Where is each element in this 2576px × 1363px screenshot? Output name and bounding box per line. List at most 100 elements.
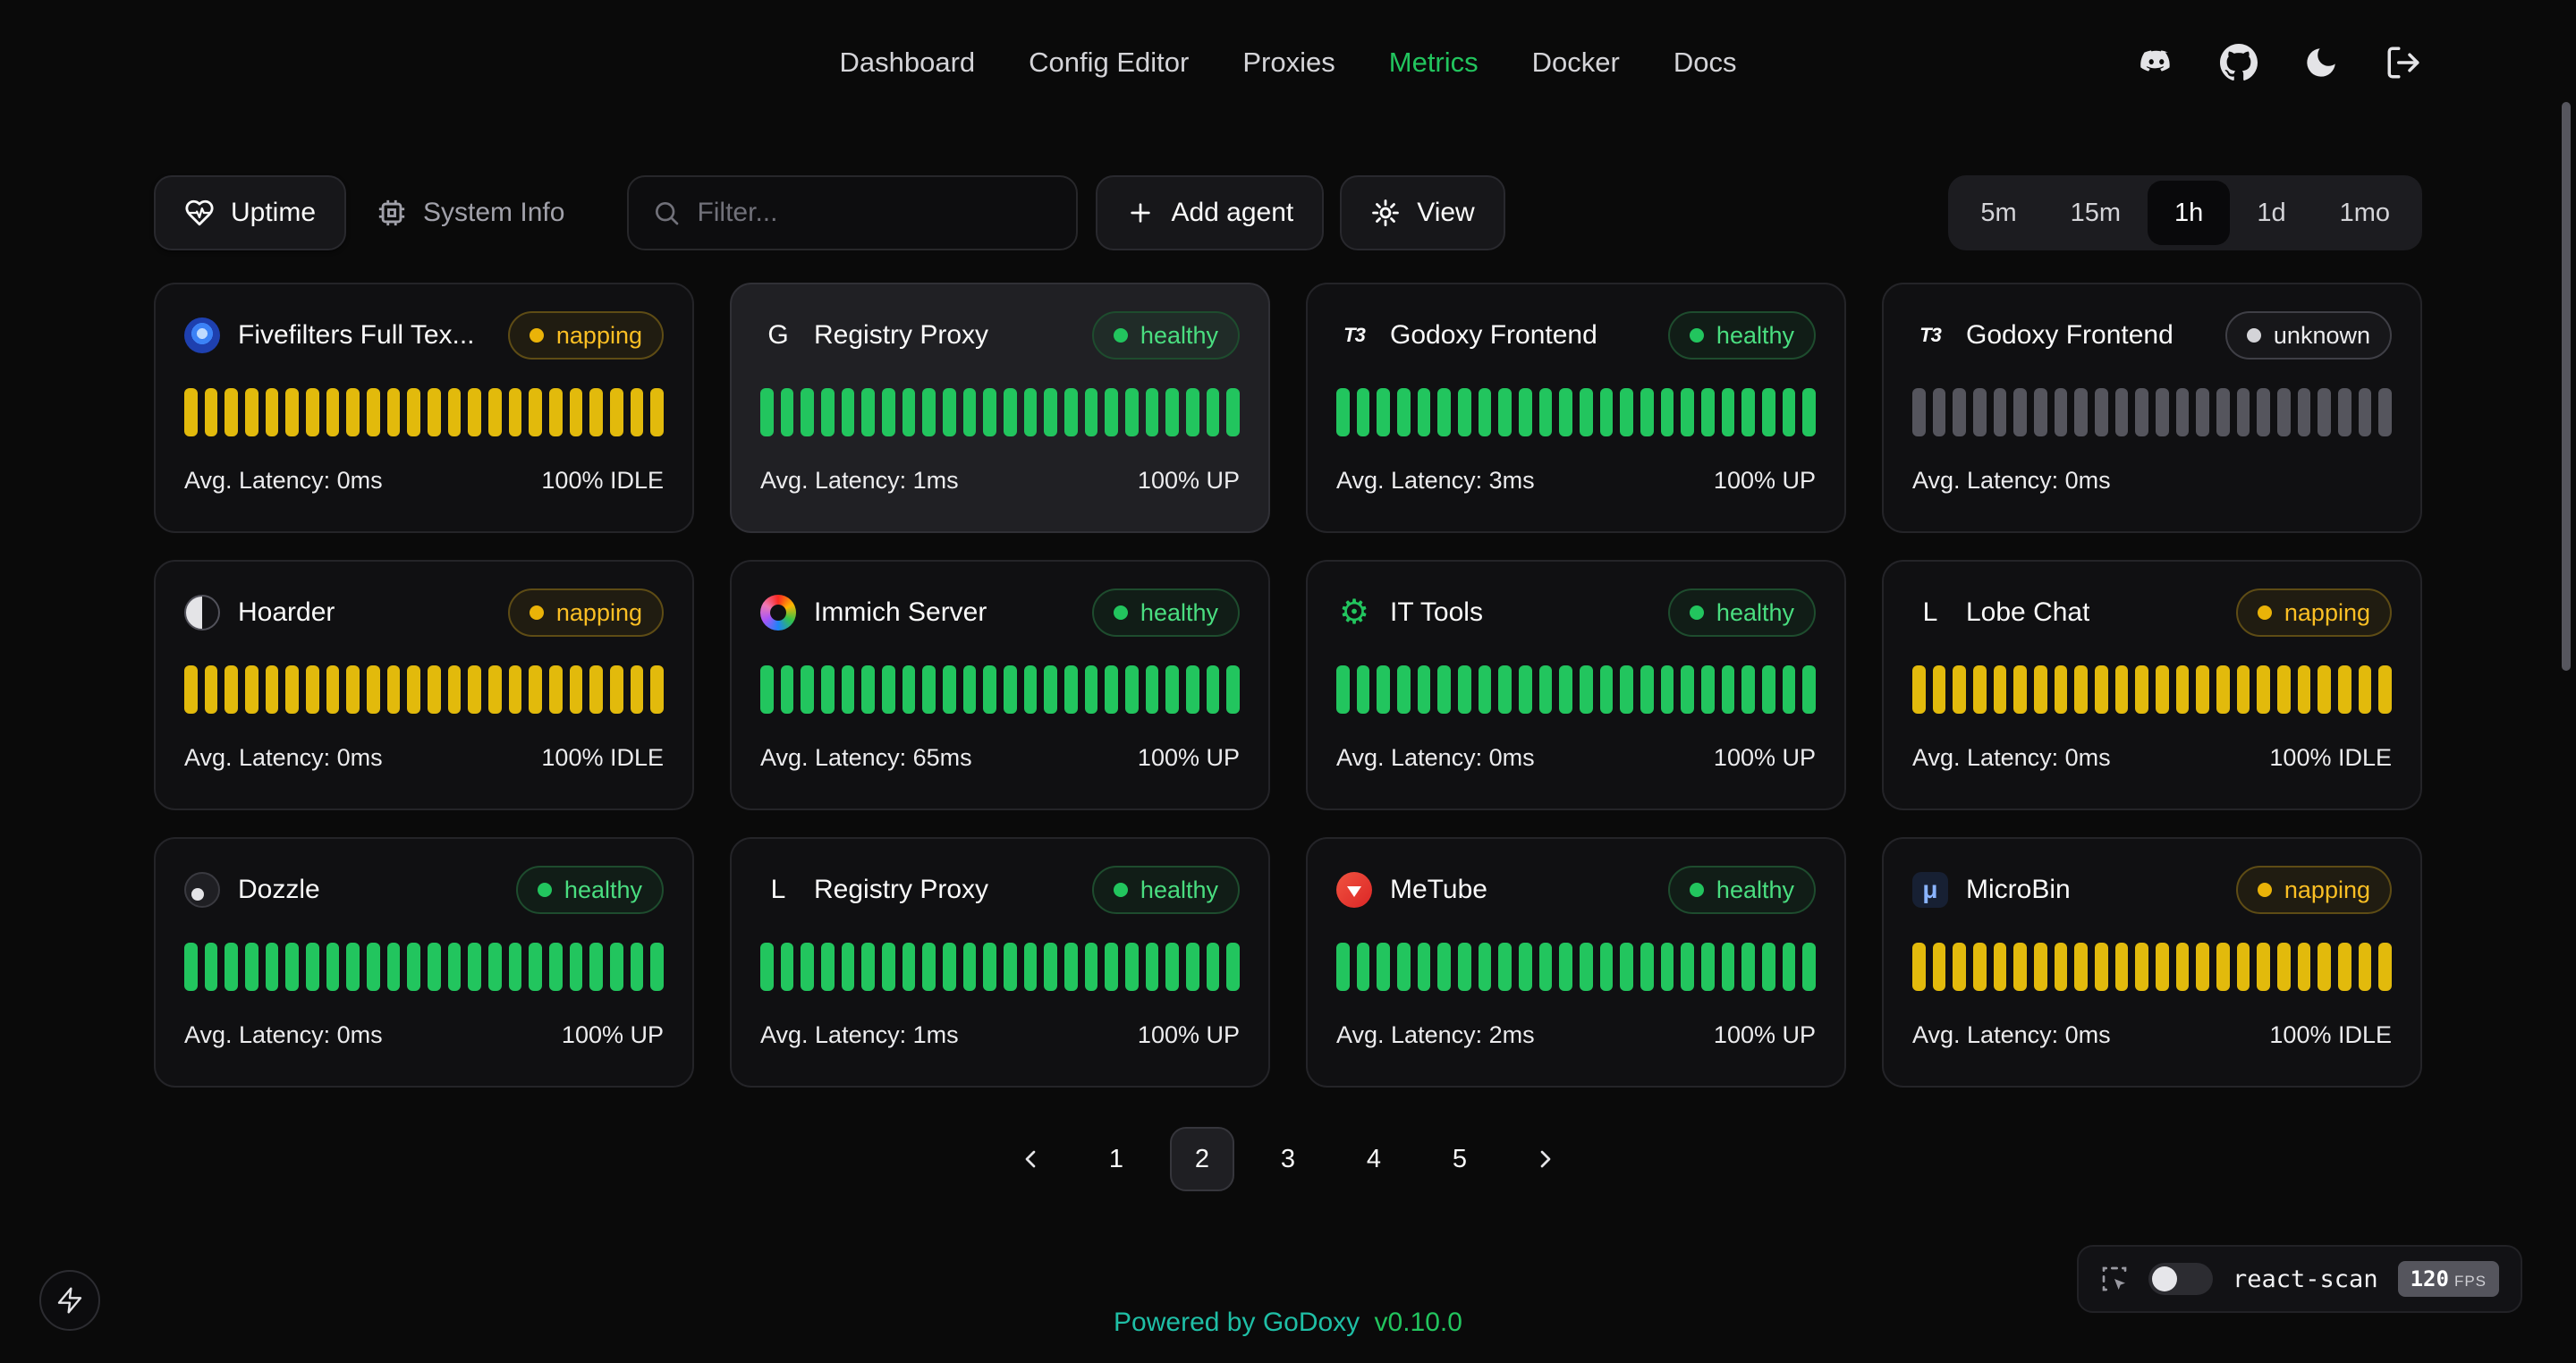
uptime-bar: [346, 665, 360, 714]
uptime-bar: [428, 388, 441, 436]
service-name: MicroBin: [1966, 875, 2071, 904]
uptime-bar: [428, 665, 441, 714]
service-card[interactable]: G Registry Proxy healthy Avg. Latency: 1…: [730, 283, 1270, 533]
uptime-bars: [184, 943, 665, 991]
react-scan-toggle[interactable]: [2148, 1263, 2214, 1295]
uptime-bar: [1458, 943, 1471, 991]
uptime-bar: [2318, 943, 2332, 991]
uptime-bars: [760, 943, 1241, 991]
quick-actions-button[interactable]: [39, 1270, 100, 1331]
status-badge: healthy: [1667, 866, 1816, 914]
uptime-bar: [184, 665, 198, 714]
uptime-bar: [2013, 665, 2028, 714]
range-1h[interactable]: 1h: [2148, 181, 2231, 245]
view-button[interactable]: View: [1340, 175, 1505, 250]
uptime-bar: [2216, 388, 2230, 436]
prev-page-button[interactable]: [998, 1127, 1063, 1191]
status-badge: healthy: [1091, 866, 1240, 914]
uptime-bar: [2156, 388, 2169, 436]
service-card[interactable]: Dozzle healthy Avg. Latency: 0ms 100% UP: [154, 837, 694, 1088]
tab-uptime[interactable]: Uptime: [154, 175, 347, 250]
uptime-bar: [2054, 388, 2068, 436]
uptime-bar: [2135, 388, 2149, 436]
service-name: Godoxy Frontend: [1966, 320, 2174, 350]
uptime-bar: [2277, 388, 2291, 436]
uptime-bar: [1912, 388, 1926, 436]
service-card[interactable]: L Lobe Chat napping Avg. Latency: 0ms 10…: [1882, 560, 2422, 810]
uptime-bar: [1145, 665, 1159, 714]
uptime-bar: [1932, 943, 1946, 991]
uptime-bar: [1226, 943, 1241, 991]
range-15m[interactable]: 15m: [2044, 181, 2148, 245]
uptime-bar: [1741, 388, 1756, 436]
uptime-bars: [1336, 388, 1817, 436]
latency-label: Avg. Latency: 0ms: [184, 1021, 383, 1048]
react-scan-widget[interactable]: react-scan 120 FPS: [2077, 1245, 2522, 1313]
uptime-bar: [2074, 388, 2089, 436]
uptime-bar: [630, 388, 644, 436]
discord-icon[interactable]: [2138, 44, 2175, 81]
uptime-bar: [1640, 665, 1654, 714]
uptime-bar: [468, 665, 482, 714]
page-3-button[interactable]: 3: [1256, 1127, 1320, 1191]
uptime-bar: [2095, 388, 2108, 436]
filter-input[interactable]: [697, 198, 1054, 228]
service-card[interactable]: MeTube healthy Avg. Latency: 2ms 100% UP: [1306, 837, 1846, 1088]
uptime-bar: [1681, 388, 1695, 436]
service-card[interactable]: Immich Server healthy Avg. Latency: 65ms…: [730, 560, 1270, 810]
uptime-bar: [1084, 943, 1098, 991]
uptime-bar: [1973, 388, 1987, 436]
uptime-bar: [1519, 665, 1532, 714]
uptime-bar: [2175, 665, 2190, 714]
uptime-bar: [184, 943, 198, 991]
status-badge: healthy: [1667, 311, 1816, 360]
nav-item-config-editor[interactable]: Config Editor: [1029, 47, 1190, 78]
service-card[interactable]: IT Tools healthy Avg. Latency: 0ms 100% …: [1306, 560, 1846, 810]
github-icon[interactable]: [2220, 44, 2258, 81]
range-1mo[interactable]: 1mo: [2313, 181, 2417, 245]
uptime-bar: [428, 943, 441, 991]
scrollbar-thumb[interactable]: [2562, 102, 2571, 671]
status-dot: [2257, 883, 2272, 897]
uptime-bar: [983, 388, 997, 436]
nav-item-docker[interactable]: Docker: [1531, 47, 1620, 78]
logout-icon[interactable]: [2385, 44, 2422, 81]
uptime-bar: [1186, 943, 1199, 991]
add-agent-button[interactable]: Add agent: [1096, 175, 1325, 250]
service-card[interactable]: L Registry Proxy healthy Avg. Latency: 1…: [730, 837, 1270, 1088]
page-5-button[interactable]: 5: [1428, 1127, 1492, 1191]
nav-item-dashboard[interactable]: Dashboard: [839, 47, 976, 78]
uptime-bars: [1912, 388, 2393, 436]
latency-label: Avg. Latency: 65ms: [760, 744, 972, 771]
theme-toggle-moon-icon[interactable]: [2302, 44, 2340, 81]
nav-item-docs[interactable]: Docs: [1673, 47, 1737, 78]
range-5m[interactable]: 5m: [1953, 181, 2043, 245]
uptime-bar: [549, 943, 563, 991]
godoxy-link[interactable]: GoDoxy: [1262, 1308, 1360, 1337]
top-nav: Dashboard Config Editor Proxies Metrics …: [0, 0, 2576, 125]
service-card[interactable]: Hoarder napping Avg. Latency: 0ms 100% I…: [154, 560, 694, 810]
range-1d[interactable]: 1d: [2230, 181, 2312, 245]
uptime-bar: [2378, 665, 2393, 714]
uptime-bar: [780, 388, 794, 436]
immich-logo-icon: [760, 595, 796, 631]
uptime-bar: [407, 943, 421, 991]
uptime-bar: [2358, 943, 2372, 991]
page-2-button[interactable]: 2: [1170, 1127, 1234, 1191]
service-card[interactable]: Fivefilters Full Tex... napping Avg. Lat…: [154, 283, 694, 533]
service-card[interactable]: T3 Godoxy Frontend unknown Avg. Latency:…: [1882, 283, 2422, 533]
uptime-bar: [488, 388, 502, 436]
page-1-button[interactable]: 1: [1084, 1127, 1148, 1191]
service-card[interactable]: μ MicroBin napping Avg. Latency: 0ms 100…: [1882, 837, 2422, 1088]
next-page-button[interactable]: [1513, 1127, 1578, 1191]
uptime-bar: [2236, 665, 2250, 714]
nav-item-proxies[interactable]: Proxies: [1242, 47, 1335, 78]
nav-item-metrics[interactable]: Metrics: [1388, 47, 1479, 78]
uptime-bar: [861, 388, 876, 436]
uptime-bar: [204, 665, 218, 714]
uptime-bar: [1064, 665, 1078, 714]
tab-system-info[interactable]: System Info: [346, 175, 595, 250]
service-card[interactable]: T3 Godoxy Frontend healthy Avg. Latency:…: [1306, 283, 1846, 533]
page-4-button[interactable]: 4: [1342, 1127, 1406, 1191]
add-agent-label: Add agent: [1171, 198, 1294, 227]
